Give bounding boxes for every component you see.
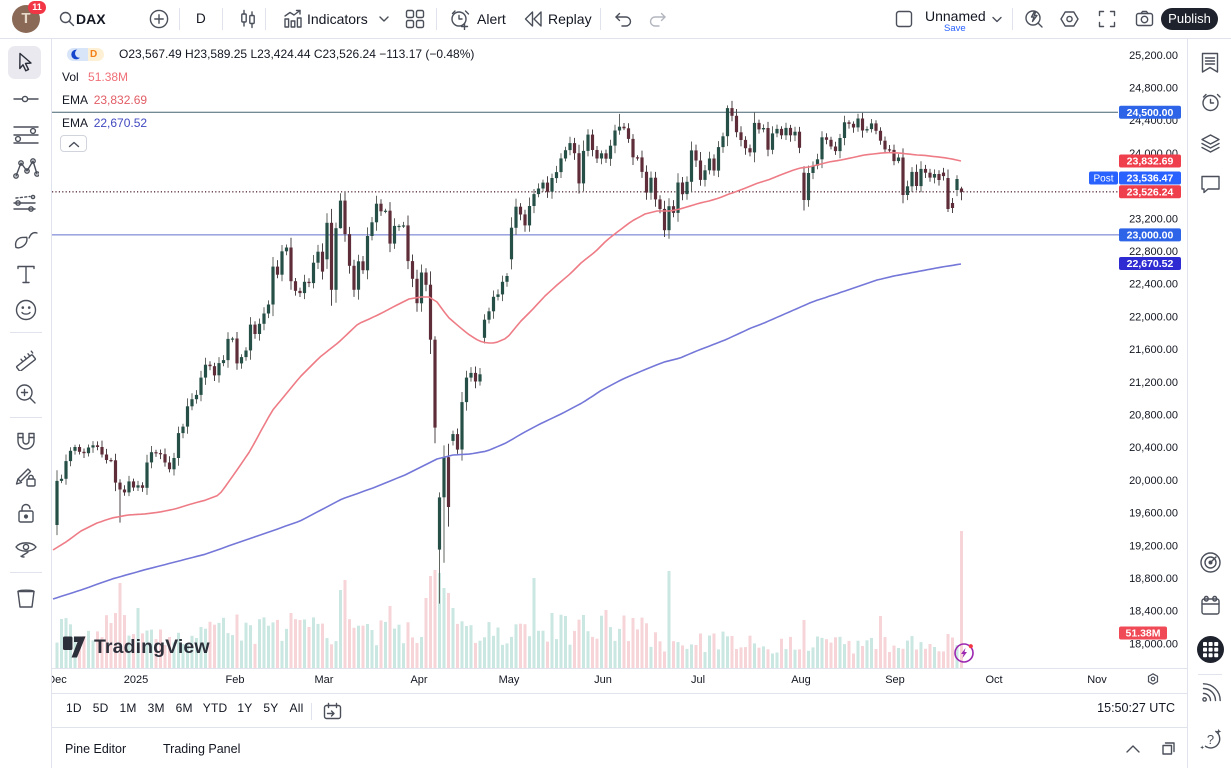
svg-text:19,600.00: 19,600.00 xyxy=(1129,508,1178,520)
svg-text:20,000.00: 20,000.00 xyxy=(1129,475,1178,487)
svg-text:Oct: Oct xyxy=(985,674,1002,686)
svg-text:24,800.00: 24,800.00 xyxy=(1129,83,1178,95)
svg-text:Dec: Dec xyxy=(52,674,67,686)
svg-text:22,400.00: 22,400.00 xyxy=(1129,279,1178,291)
svg-text:Nov: Nov xyxy=(1087,674,1107,686)
svg-text:2025: 2025 xyxy=(124,674,148,686)
svg-text:22,000.00: 22,000.00 xyxy=(1129,311,1178,323)
svg-text:19,200.00: 19,200.00 xyxy=(1129,540,1178,552)
svg-text:51.38M: 51.38M xyxy=(1125,628,1160,640)
svg-text:21,600.00: 21,600.00 xyxy=(1129,344,1178,356)
svg-text:Jul: Jul xyxy=(691,674,705,686)
svg-text:Feb: Feb xyxy=(226,674,245,686)
svg-text:24,500.00: 24,500.00 xyxy=(1127,107,1174,119)
svg-text:Sep: Sep xyxy=(885,674,905,686)
svg-text:TradingView: TradingView xyxy=(94,636,210,658)
svg-text:?: ? xyxy=(1207,732,1214,747)
svg-text:23,526.24: 23,526.24 xyxy=(1127,186,1174,198)
svg-text:Aug: Aug xyxy=(791,674,811,686)
svg-text:18,000.00: 18,000.00 xyxy=(1129,638,1178,650)
svg-text:Post: Post xyxy=(1093,174,1113,185)
svg-text:22,800.00: 22,800.00 xyxy=(1129,246,1178,258)
svg-text:23,536.47: 23,536.47 xyxy=(1127,173,1174,185)
svg-text:22,670.52: 22,670.52 xyxy=(1127,258,1174,270)
svg-text:May: May xyxy=(499,674,520,686)
svg-text:20,400.00: 20,400.00 xyxy=(1129,442,1178,454)
svg-text:23,832.69: 23,832.69 xyxy=(1127,156,1174,168)
svg-text:20,800.00: 20,800.00 xyxy=(1129,410,1178,422)
svg-text:25,200.00: 25,200.00 xyxy=(1129,50,1178,62)
svg-text:Jun: Jun xyxy=(594,674,612,686)
svg-text:18,400.00: 18,400.00 xyxy=(1129,606,1178,618)
svg-text:21,200.00: 21,200.00 xyxy=(1129,377,1178,389)
svg-text:Mar: Mar xyxy=(315,674,334,686)
svg-text:23,200.00: 23,200.00 xyxy=(1129,213,1178,225)
svg-text:Apr: Apr xyxy=(410,674,427,686)
svg-text:23,000.00: 23,000.00 xyxy=(1127,230,1174,242)
svg-text:18,800.00: 18,800.00 xyxy=(1129,573,1178,585)
